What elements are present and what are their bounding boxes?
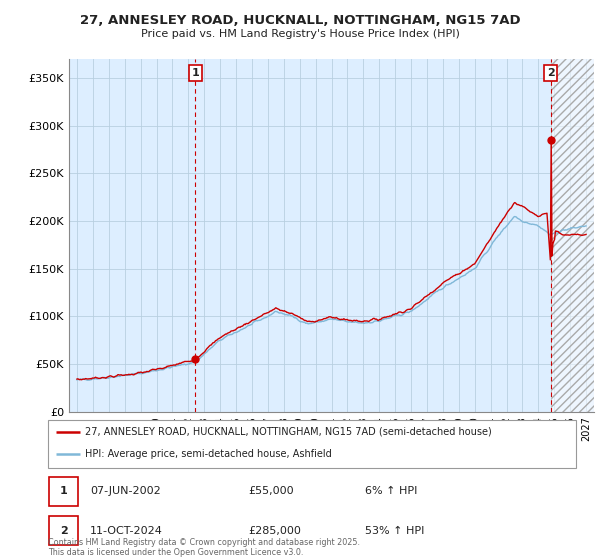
Text: 27, ANNESLEY ROAD, HUCKNALL, NOTTINGHAM, NG15 7AD (semi-detached house): 27, ANNESLEY ROAD, HUCKNALL, NOTTINGHAM,… <box>85 427 492 437</box>
FancyBboxPatch shape <box>48 420 576 468</box>
FancyBboxPatch shape <box>49 477 78 506</box>
Text: HPI: Average price, semi-detached house, Ashfield: HPI: Average price, semi-detached house,… <box>85 449 332 459</box>
Text: 2: 2 <box>547 68 554 78</box>
Text: Contains HM Land Registry data © Crown copyright and database right 2025.
This d: Contains HM Land Registry data © Crown c… <box>48 538 360 557</box>
Text: £285,000: £285,000 <box>248 526 302 535</box>
Text: 6% ↑ HPI: 6% ↑ HPI <box>365 487 417 496</box>
Text: 07-JUN-2002: 07-JUN-2002 <box>90 487 161 496</box>
Text: £55,000: £55,000 <box>248 487 294 496</box>
Text: 27, ANNESLEY ROAD, HUCKNALL, NOTTINGHAM, NG15 7AD: 27, ANNESLEY ROAD, HUCKNALL, NOTTINGHAM,… <box>80 14 520 27</box>
FancyBboxPatch shape <box>49 516 78 545</box>
Text: 1: 1 <box>191 68 199 78</box>
Text: Price paid vs. HM Land Registry's House Price Index (HPI): Price paid vs. HM Land Registry's House … <box>140 29 460 39</box>
Text: 11-OCT-2024: 11-OCT-2024 <box>90 526 163 535</box>
Text: 2: 2 <box>60 526 67 535</box>
Text: 53% ↑ HPI: 53% ↑ HPI <box>365 526 424 535</box>
Text: 1: 1 <box>60 487 67 496</box>
